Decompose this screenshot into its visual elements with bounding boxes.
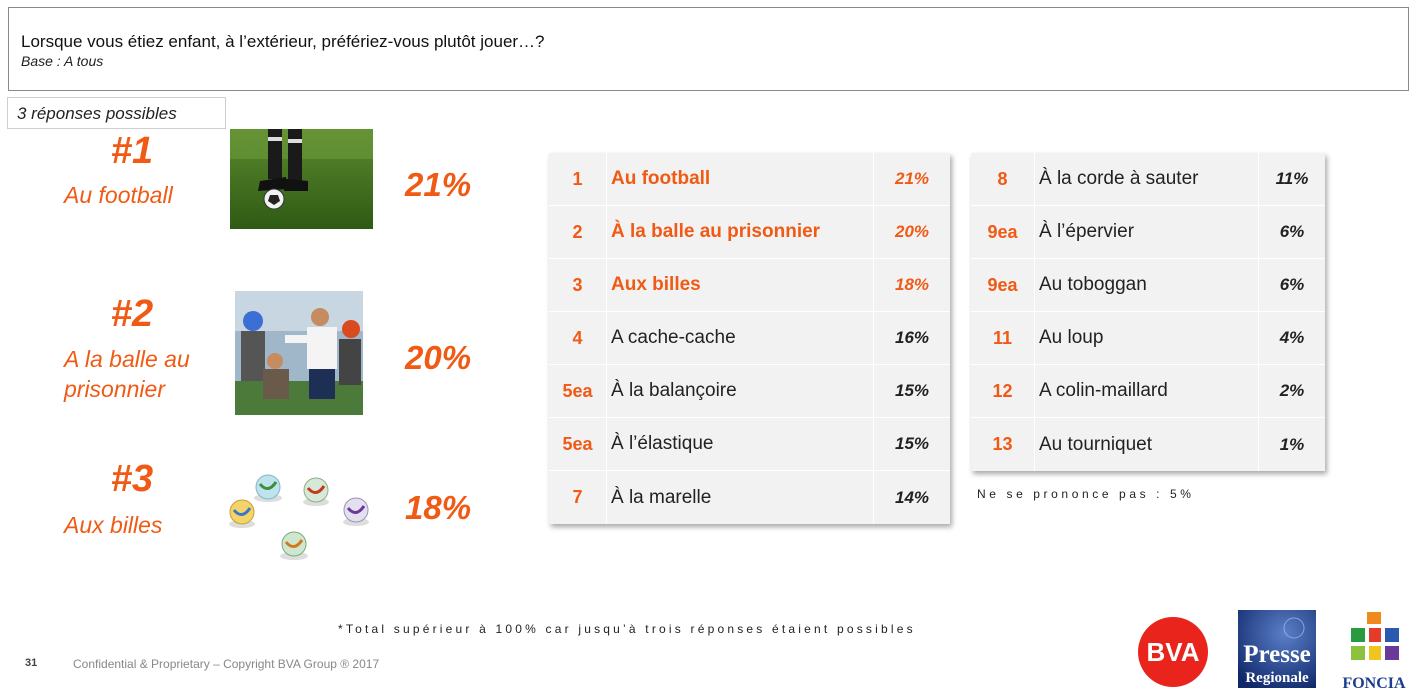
footnote: *Total supérieur à 100% car jusqu’à troi…	[338, 622, 916, 636]
row-pct: 11%	[1275, 169, 1309, 188]
table-row: 5ea À la balançoire 15%	[549, 365, 950, 418]
row-rank: 9ea	[971, 259, 1035, 311]
table-row: 7 À la marelle 14%	[549, 471, 950, 524]
row-pct: 4%	[1279, 328, 1305, 347]
table-row: 13 Au tourniquet 1%	[971, 418, 1325, 471]
table-row: 8 À la corde à sauter 11%	[971, 153, 1325, 206]
row-label: Au tourniquet	[1035, 418, 1259, 471]
row-pct: 18%	[894, 275, 930, 294]
rank-1-number: #1	[110, 130, 154, 172]
row-rank: 9ea	[971, 206, 1035, 258]
row-rank: 13	[971, 418, 1035, 471]
responses-tag: 3 réponses possibles	[7, 97, 226, 129]
rank-1-pct: 21%	[405, 166, 472, 203]
presse-logo-line-2: Regionale	[1245, 670, 1309, 686]
marbles-photo	[228, 470, 383, 570]
table-row: 2 À la balle au prisonnier 20%	[549, 206, 950, 259]
row-rank: 11	[971, 312, 1035, 364]
row-label: Au loup	[1035, 312, 1259, 364]
row-label: À la balle au prisonnier	[607, 206, 874, 258]
rank-3-label: Aux billes	[64, 510, 162, 540]
row-pct: 6%	[1279, 222, 1305, 241]
rank-2-label-line-2: prisonnier	[64, 376, 165, 402]
rank-2-label: A la balle au prisonnier	[64, 344, 190, 404]
page-number: 31	[25, 657, 38, 669]
row-pct: 14%	[894, 487, 930, 507]
ranking-table-left: 1 Au football 21% 2 À la balle au prison…	[549, 153, 950, 524]
bva-logo: BVA	[1137, 616, 1209, 688]
table-row: 3 Aux billes 18%	[549, 259, 950, 312]
rank-1-label: Au football	[64, 180, 173, 210]
table-row: 5ea À l’élastique 15%	[549, 418, 950, 471]
rank-3-number: #3	[110, 458, 154, 500]
row-rank: 8	[971, 153, 1035, 205]
no-answer-note: Ne se prononce pas : 5%	[977, 487, 1195, 501]
rank-3-pct: 18%	[405, 489, 472, 526]
rank-2-number: #2	[110, 293, 154, 335]
row-label: Au toboggan	[1035, 259, 1259, 311]
row-rank: 2	[549, 206, 607, 258]
table-row: 11 Au loup 4%	[971, 312, 1325, 365]
foncia-logo-text: FONCIA	[1342, 675, 1406, 692]
table-row: 1 Au football 21%	[549, 153, 950, 206]
row-label: Aux billes	[607, 259, 874, 311]
rank-2-label-line-1: A la balle au	[64, 346, 190, 372]
presse-logo-line-1: Presse	[1243, 641, 1311, 668]
row-pct: 2%	[1279, 381, 1305, 400]
ranking-table-right: 8 À la corde à sauter 11% 9ea À l’épervi…	[971, 153, 1325, 471]
presse-regionale-logo: Presse Regionale	[1238, 610, 1316, 688]
question-box: Lorsque vous étiez enfant, à l’extérieur…	[8, 7, 1409, 91]
row-pct: 15%	[894, 434, 930, 453]
row-rank: 5ea	[549, 418, 607, 470]
row-pct: 16%	[894, 328, 930, 347]
foncia-logo: FONCIA	[1333, 610, 1415, 692]
row-label: À la marelle	[607, 471, 874, 524]
table-row: 4 A cache-cache 16%	[549, 312, 950, 365]
row-rank: 4	[549, 312, 607, 364]
row-rank: 12	[971, 365, 1035, 417]
row-label: À l’épervier	[1035, 206, 1259, 258]
bva-logo-text: BVA	[1147, 637, 1200, 667]
row-rank: 3	[549, 259, 607, 311]
row-pct: 21%	[894, 169, 930, 188]
copyright: Confidential & Proprietary – Copyright B…	[73, 657, 380, 671]
row-rank: 5ea	[549, 365, 607, 417]
question-base: Base : A tous	[21, 53, 104, 69]
rank-1-label-line: Au football	[64, 182, 173, 208]
table-row: 9ea Au toboggan 6%	[971, 259, 1325, 312]
row-label: A cache-cache	[607, 312, 874, 364]
rank-2-pct: 20%	[405, 339, 472, 376]
row-rank: 1	[549, 153, 607, 205]
row-label: À la balançoire	[607, 365, 874, 417]
table-row: 9ea À l’épervier 6%	[971, 206, 1325, 259]
row-label: À l’élastique	[607, 418, 874, 470]
dodgeball-photo	[235, 291, 363, 415]
row-pct: 1%	[1279, 434, 1305, 454]
row-label: À la corde à sauter	[1035, 153, 1259, 205]
row-pct: 15%	[894, 381, 930, 400]
rank-3-label-line: Aux billes	[64, 512, 163, 538]
row-rank: 7	[549, 471, 607, 524]
row-pct: 20%	[894, 222, 930, 241]
table-row: 12 A colin-maillard 2%	[971, 365, 1325, 418]
football-photo	[230, 129, 373, 229]
row-label: A colin-maillard	[1035, 365, 1259, 417]
row-pct: 6%	[1279, 275, 1305, 294]
question-text: Lorsque vous étiez enfant, à l’extérieur…	[21, 32, 545, 51]
row-label: Au football	[607, 153, 874, 205]
